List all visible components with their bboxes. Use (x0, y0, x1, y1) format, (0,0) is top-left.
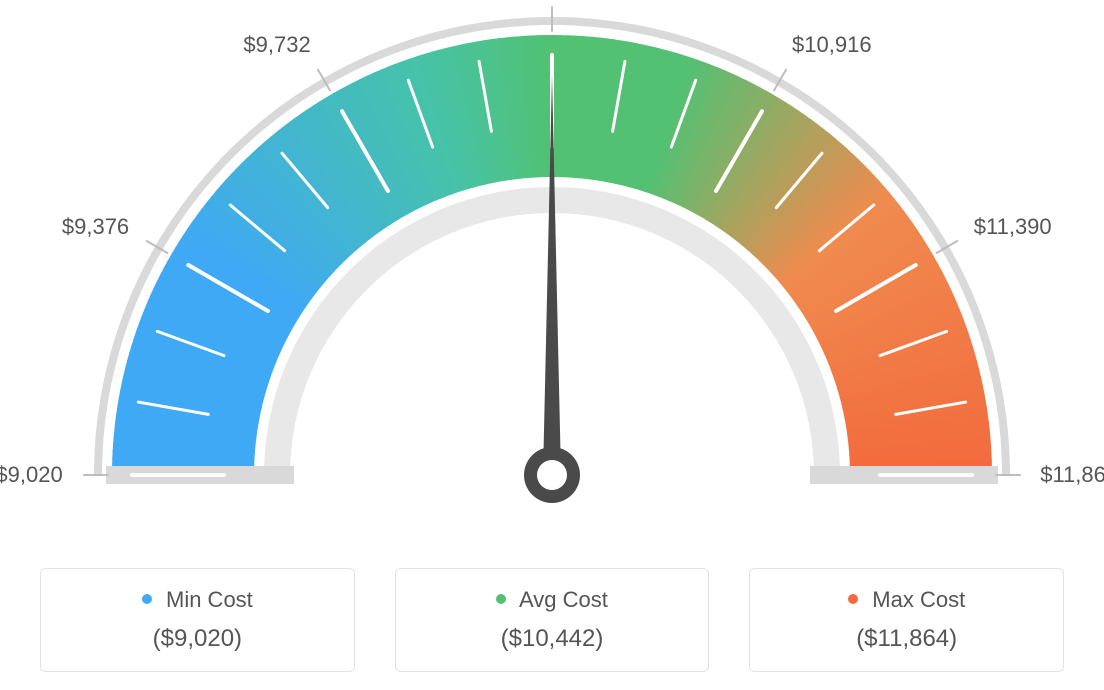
legend-label-min: Min Cost (166, 587, 253, 612)
gauge-tick-label: $10,916 (792, 32, 872, 58)
legend-card-max: Max Cost ($11,864) (749, 568, 1064, 672)
gauge-svg (0, 0, 1104, 540)
legend-title-min: Min Cost (51, 587, 344, 613)
gauge-tick-label: $11,864 (1040, 462, 1104, 488)
gauge-tick-label: $9,376 (62, 214, 129, 240)
legend-value-min: ($9,020) (51, 625, 344, 653)
legend-value-avg: ($10,442) (406, 625, 699, 653)
cost-gauge-chart: Min Cost ($9,020) Avg Cost ($10,442) Max… (0, 0, 1104, 690)
gauge-tick-label: $9,732 (243, 32, 310, 58)
legend-label-avg: Avg Cost (519, 587, 608, 612)
legend-value-max: ($11,864) (760, 625, 1053, 653)
gauge-tick-label: $9,020 (0, 462, 63, 488)
legend-title-avg: Avg Cost (406, 587, 699, 613)
legend-title-max: Max Cost (760, 587, 1053, 613)
gauge-tick-label: $11,390 (974, 214, 1052, 240)
legend-dot-min (142, 594, 152, 604)
legend-dot-avg (496, 594, 506, 604)
legend-row: Min Cost ($9,020) Avg Cost ($10,442) Max… (0, 568, 1104, 672)
legend-label-max: Max Cost (872, 587, 965, 612)
gauge-needle-hub-hole (537, 460, 567, 490)
legend-dot-max (848, 594, 858, 604)
legend-card-min: Min Cost ($9,020) (40, 568, 355, 672)
legend-card-avg: Avg Cost ($10,442) (395, 568, 710, 672)
